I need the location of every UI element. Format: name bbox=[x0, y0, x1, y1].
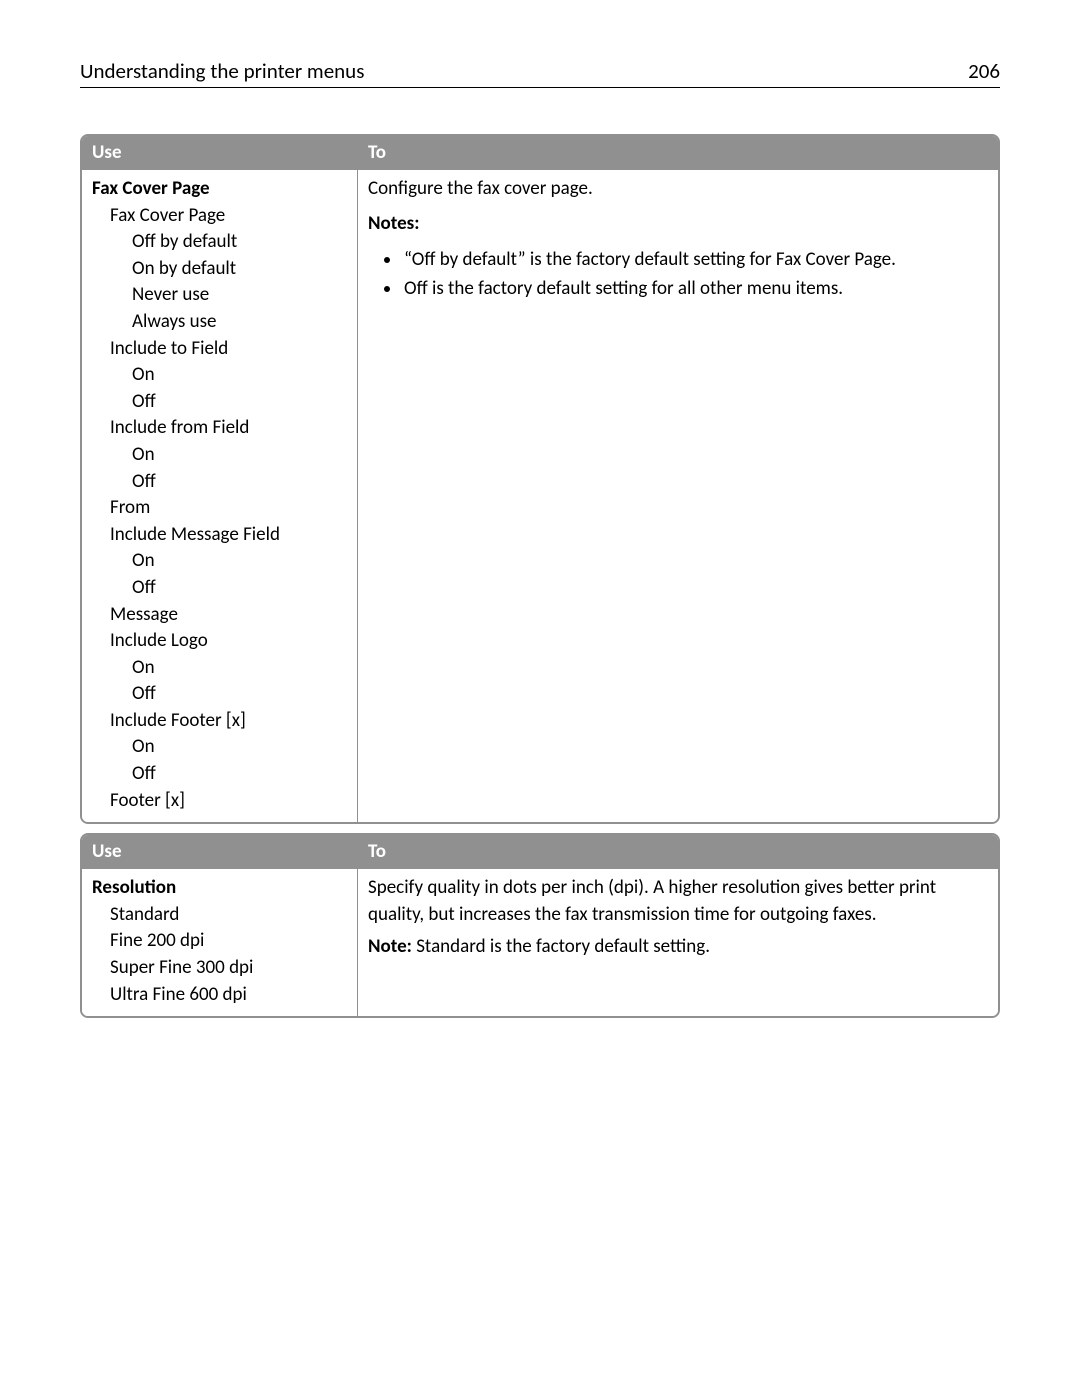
tree-item: Include Logo bbox=[92, 628, 347, 655]
page-number: 206 bbox=[968, 58, 1000, 84]
note-inline: Note: Standard is the factory default se… bbox=[368, 934, 988, 961]
tree-item: Off bbox=[92, 575, 347, 602]
tree-item: Super Fine 300 dpi bbox=[92, 955, 347, 982]
tree-item: Fine 200 dpi bbox=[92, 928, 347, 955]
tree-item: Include Footer [x] bbox=[92, 708, 347, 735]
setting-title: Fax Cover Page bbox=[92, 176, 347, 203]
tree-item: Off bbox=[92, 681, 347, 708]
setting-tree: Fax Cover Page Off by default On by defa… bbox=[92, 203, 347, 815]
setting-tree: Standard Fine 200 dpi Super Fine 300 dpi… bbox=[92, 902, 347, 1008]
tree-item: On bbox=[92, 734, 347, 761]
note-text: Standard is the factory default setting. bbox=[412, 935, 710, 958]
table-header-row: Use To bbox=[82, 835, 998, 869]
tree-item: On bbox=[92, 362, 347, 389]
description-text: Configure the fax cover page. bbox=[368, 176, 988, 203]
tree-item: Off bbox=[92, 761, 347, 788]
tree-item: Standard bbox=[92, 902, 347, 929]
use-cell: Resolution Standard Fine 200 dpi Super F… bbox=[82, 869, 357, 1016]
note-item: “Off by default” is the factory default … bbox=[402, 247, 988, 276]
description-text: Specify quality in dots per inch (dpi). … bbox=[368, 875, 988, 928]
note-item: Off is the factory default setting for a… bbox=[402, 276, 988, 305]
tree-item: Off by default bbox=[92, 229, 347, 256]
note-label: Note: bbox=[368, 935, 412, 958]
tree-item: Message bbox=[92, 602, 347, 629]
menu-table-fax-cover-page: Use To Fax Cover Page Fax Cover Page Off… bbox=[80, 134, 1000, 824]
tree-item: On by default bbox=[92, 256, 347, 283]
tree-item: From bbox=[92, 495, 347, 522]
table-body-row: Fax Cover Page Fax Cover Page Off by def… bbox=[82, 170, 998, 822]
to-cell: Specify quality in dots per inch (dpi). … bbox=[357, 869, 998, 1016]
tree-item: On bbox=[92, 442, 347, 469]
column-header-use: Use bbox=[82, 136, 357, 170]
table-header-row: Use To bbox=[82, 136, 998, 170]
tree-item: Footer [x] bbox=[92, 788, 347, 815]
tree-item: Never use bbox=[92, 282, 347, 309]
tree-item: Off bbox=[92, 389, 347, 416]
tree-item: On bbox=[92, 655, 347, 682]
column-header-use: Use bbox=[82, 835, 357, 869]
setting-title: Resolution bbox=[92, 875, 347, 902]
tree-item: Fax Cover Page bbox=[92, 203, 347, 230]
notes-heading: Notes: bbox=[368, 211, 988, 238]
header-title: Understanding the printer menus bbox=[80, 58, 364, 84]
tree-item: Always use bbox=[92, 309, 347, 336]
tree-item: Include Message Field bbox=[92, 522, 347, 549]
tree-item: On bbox=[92, 548, 347, 575]
tree-item: Include from Field bbox=[92, 415, 347, 442]
menu-table-resolution: Use To Resolution Standard Fine 200 dpi … bbox=[80, 833, 1000, 1018]
table-body-row: Resolution Standard Fine 200 dpi Super F… bbox=[82, 869, 998, 1016]
use-cell: Fax Cover Page Fax Cover Page Off by def… bbox=[82, 170, 357, 822]
to-cell: Configure the fax cover page. Notes: “Of… bbox=[357, 170, 998, 822]
tree-item: Include to Field bbox=[92, 336, 347, 363]
page-header: Understanding the printer menus 206 bbox=[80, 58, 1000, 88]
notes-list: “Off by default” is the factory default … bbox=[368, 247, 988, 304]
tree-item: Off bbox=[92, 469, 347, 496]
column-header-to: To bbox=[357, 136, 998, 170]
column-header-to: To bbox=[357, 835, 998, 869]
tree-item: Ultra Fine 600 dpi bbox=[92, 982, 347, 1009]
